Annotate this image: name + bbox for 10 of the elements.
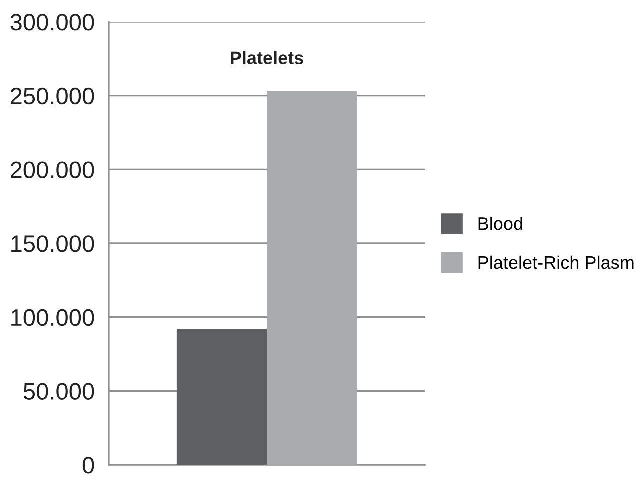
y-tick-label: 300.000 xyxy=(10,14,94,31)
y-tick-label: 50.000 xyxy=(24,383,94,400)
y-tick-label: 200.000 xyxy=(10,162,94,178)
legend-label: Blood xyxy=(478,216,522,230)
y-tick-label: 150.000 xyxy=(12,236,94,252)
legend-label: Platelet-Rich Plasm xyxy=(478,256,634,270)
y-tick-label: 0 xyxy=(82,457,94,474)
text: Platelets xyxy=(231,51,304,64)
y-tick-label: 250.000 xyxy=(10,88,94,105)
y-tick-label: 100.000 xyxy=(12,309,94,326)
